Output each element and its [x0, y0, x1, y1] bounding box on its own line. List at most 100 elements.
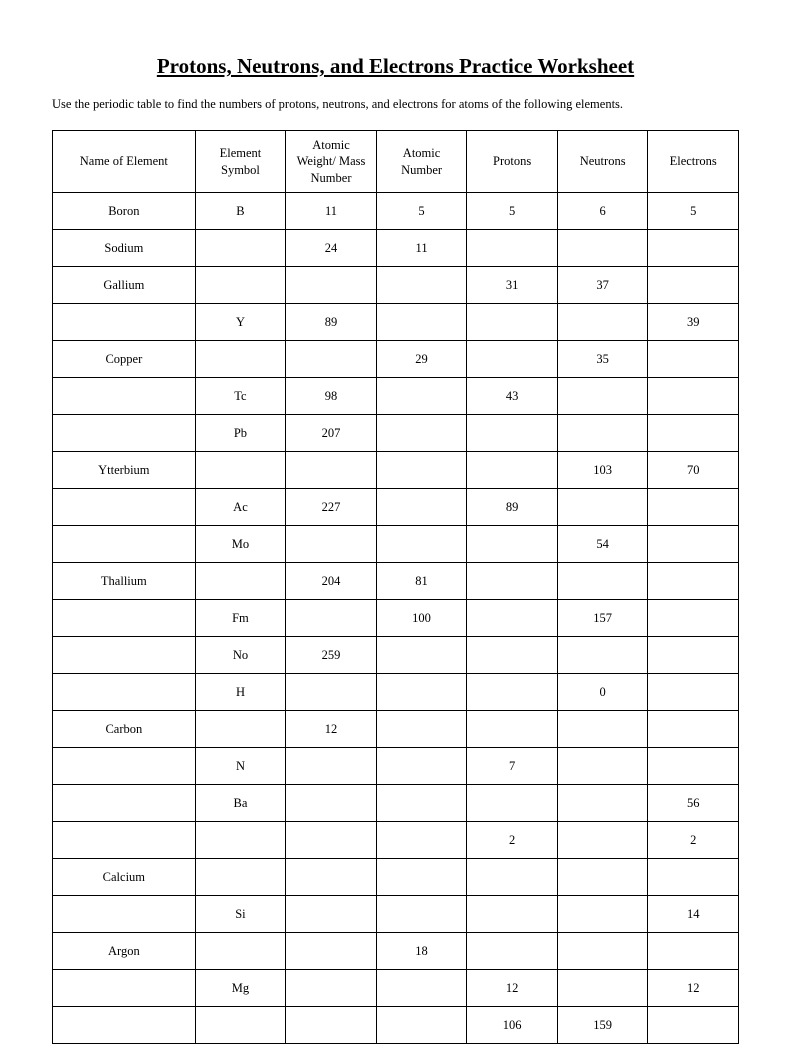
- table-cell: [467, 304, 558, 341]
- table-cell: [195, 452, 286, 489]
- col-header-electrons: Electrons: [648, 131, 739, 193]
- table-cell: 12: [286, 711, 377, 748]
- table-cell: [286, 267, 377, 304]
- table-cell: [195, 859, 286, 896]
- table-row: Copper2935: [53, 341, 739, 378]
- table-cell: [467, 896, 558, 933]
- table-cell: Boron: [53, 193, 196, 230]
- table-cell: [557, 415, 648, 452]
- table-cell: [467, 711, 558, 748]
- table-cell: 24: [286, 230, 377, 267]
- table-cell: [648, 563, 739, 600]
- table-cell: 54: [557, 526, 648, 563]
- table-cell: [53, 822, 196, 859]
- table-cell: [195, 711, 286, 748]
- table-cell: [376, 489, 467, 526]
- table-row: Ac22789: [53, 489, 739, 526]
- table-cell: [195, 230, 286, 267]
- table-cell: [195, 1007, 286, 1044]
- table-cell: [286, 341, 377, 378]
- table-cell: [286, 1007, 377, 1044]
- table-cell: 39: [648, 304, 739, 341]
- table-row: Thallium20481: [53, 563, 739, 600]
- table-row: Y89 39: [53, 304, 739, 341]
- table-row: 22: [53, 822, 739, 859]
- table-cell: B: [195, 193, 286, 230]
- table-cell: [376, 896, 467, 933]
- table-cell: 5: [648, 193, 739, 230]
- table-cell: 0: [557, 674, 648, 711]
- table-cell: [467, 415, 558, 452]
- table-cell: 89: [286, 304, 377, 341]
- table-row: Ba56: [53, 785, 739, 822]
- worksheet-instructions: Use the periodic table to find the numbe…: [52, 97, 739, 112]
- table-cell: [195, 563, 286, 600]
- table-cell: [467, 230, 558, 267]
- table-cell: [286, 748, 377, 785]
- table-cell: [648, 1007, 739, 1044]
- table-cell: [467, 600, 558, 637]
- table-cell: [53, 526, 196, 563]
- table-row: Si14: [53, 896, 739, 933]
- table-cell: [53, 415, 196, 452]
- table-cell: [376, 748, 467, 785]
- table-cell: 14: [648, 896, 739, 933]
- table-cell: [195, 341, 286, 378]
- table-cell: [53, 378, 196, 415]
- table-cell: No: [195, 637, 286, 674]
- table-row: No259: [53, 637, 739, 674]
- table-cell: 89: [467, 489, 558, 526]
- col-header-atomic-number: Atomic Number: [376, 131, 467, 193]
- table-cell: 29: [376, 341, 467, 378]
- col-header-mass: Atomic Weight/ Mass Number: [286, 131, 377, 193]
- table-cell: [467, 933, 558, 970]
- table-cell: Pb: [195, 415, 286, 452]
- table-cell: [557, 637, 648, 674]
- table-cell: [648, 341, 739, 378]
- elements-table: Name of Element Element Symbol Atomic We…: [52, 130, 739, 1044]
- table-cell: 106: [467, 1007, 558, 1044]
- table-body: BoronB115565Sodium2411Gallium3137Y8939Co…: [53, 193, 739, 1044]
- table-cell: [557, 822, 648, 859]
- table-cell: Y: [195, 304, 286, 341]
- table-cell: [648, 674, 739, 711]
- table-cell: [648, 267, 739, 304]
- table-cell: Ytterbium: [53, 452, 196, 489]
- table-row: Ytterbium10370: [53, 452, 739, 489]
- table-cell: [557, 859, 648, 896]
- table-cell: [648, 600, 739, 637]
- table-cell: [467, 637, 558, 674]
- table-row: Sodium2411: [53, 230, 739, 267]
- table-cell: [557, 230, 648, 267]
- table-row: H0: [53, 674, 739, 711]
- table-cell: Fm: [195, 600, 286, 637]
- table-cell: [467, 563, 558, 600]
- table-cell: [53, 489, 196, 526]
- table-cell: [376, 970, 467, 1007]
- table-cell: 2: [648, 822, 739, 859]
- table-cell: [557, 748, 648, 785]
- table-cell: [557, 489, 648, 526]
- table-cell: [286, 970, 377, 1007]
- table-cell: [467, 674, 558, 711]
- table-row: BoronB115565: [53, 193, 739, 230]
- table-cell: [376, 637, 467, 674]
- table-cell: [376, 452, 467, 489]
- table-cell: 43: [467, 378, 558, 415]
- table-cell: [286, 674, 377, 711]
- col-header-symbol: Element Symbol: [195, 131, 286, 193]
- table-cell: 227: [286, 489, 377, 526]
- table-cell: 7: [467, 748, 558, 785]
- table-cell: [53, 674, 196, 711]
- table-cell: [286, 859, 377, 896]
- table-cell: [376, 711, 467, 748]
- table-cell: [53, 896, 196, 933]
- table-cell: [467, 452, 558, 489]
- table-cell: [557, 896, 648, 933]
- table-cell: 207: [286, 415, 377, 452]
- table-cell: [53, 1007, 196, 1044]
- table-cell: Carbon: [53, 711, 196, 748]
- table-cell: [648, 748, 739, 785]
- table-cell: 70: [648, 452, 739, 489]
- table-cell: [648, 526, 739, 563]
